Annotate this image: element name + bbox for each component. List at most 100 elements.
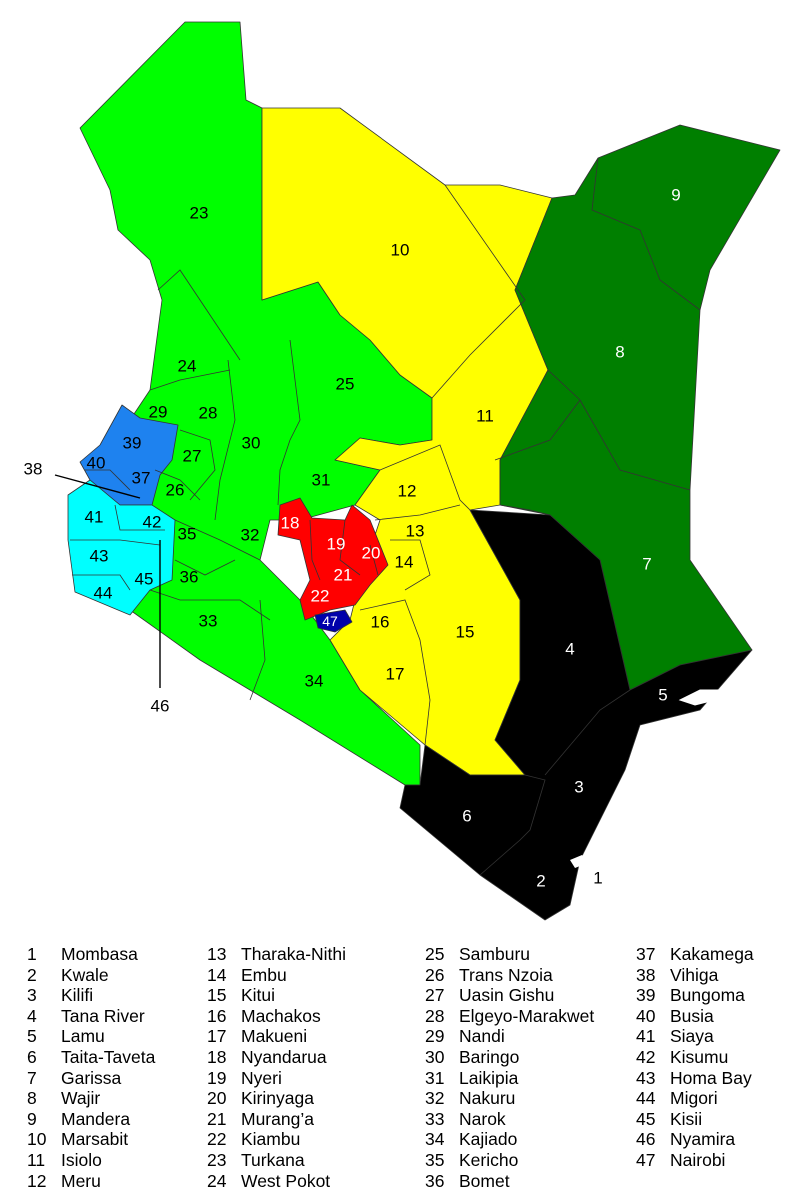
legend-item: 19 Nyeri (207, 1068, 346, 1089)
region-red (277, 497, 389, 621)
label-county-6: 6 (462, 807, 471, 826)
legend-item-number: 17 (207, 1026, 227, 1047)
legend-item-number: 5 (27, 1026, 37, 1047)
label-county-2: 2 (536, 872, 545, 891)
label-county-33: 33 (199, 612, 218, 631)
legend-item-name: Mombasa (61, 944, 138, 964)
legend-item: 23 Turkana (207, 1150, 346, 1171)
legend-item: 17 Makueni (207, 1026, 346, 1047)
region-black (399, 509, 753, 921)
legend-item-number: 37 (636, 944, 656, 964)
label-county-16: 16 (371, 613, 390, 632)
legend-item-number: 36 (425, 1170, 445, 1191)
lamu-inlet-shape (678, 689, 721, 706)
label-county-35: 35 (178, 525, 197, 544)
label-county-42: 42 (143, 513, 162, 532)
label-county-29: 29 (149, 403, 168, 422)
legend-item-name: Meru (61, 1170, 101, 1191)
legend-item-number: 29 (425, 1026, 445, 1047)
legend-item-number: 19 (207, 1067, 227, 1088)
label-county-19: 19 (327, 535, 346, 554)
label-county-3: 3 (574, 778, 583, 797)
legend-item-number: 18 (207, 1046, 227, 1067)
legend-item-name: Tharaka-Nithi (241, 944, 347, 964)
label-county-9: 9 (671, 186, 680, 205)
legend-item: 47 Nairobi (636, 1150, 754, 1171)
label-county-44: 44 (94, 584, 113, 603)
legend-item: 25 Samburu (425, 944, 594, 965)
label-county-27: 27 (183, 447, 202, 466)
legend-item-name: Trans Nzoia (459, 964, 553, 985)
legend-item-name: Kitui (241, 985, 276, 1006)
legend-item: 41 Siaya (636, 1026, 754, 1047)
legend-item-number: 22 (207, 1129, 227, 1150)
legend-item: 11 Isiolo (27, 1150, 155, 1171)
label-county-1: 1 (593, 869, 602, 888)
legend-item-name: Marsabit (61, 1129, 129, 1150)
label-county-14: 14 (395, 553, 414, 572)
legend-item-name: Nakuru (459, 1088, 516, 1109)
label-county-26: 26 (166, 481, 185, 500)
label-county-34: 34 (305, 672, 324, 691)
legend-item-number: 13 (207, 944, 227, 964)
legend-item: 3 Kilifi (27, 985, 155, 1006)
legend-item-number: 43 (636, 1067, 656, 1088)
legend-item: 39 Bungoma (636, 985, 754, 1006)
legend-item-name: Tana River (61, 1005, 145, 1026)
legend-item-name: Isiolo (61, 1149, 102, 1170)
label-county-10: 10 (391, 241, 410, 260)
legend-item: 32 Nakuru (425, 1088, 594, 1109)
legend-item: 40 Busia (636, 1006, 754, 1027)
legend-item-number: 42 (636, 1046, 656, 1067)
legend-item: 36 Bomet (425, 1171, 594, 1192)
label-county-32: 32 (241, 526, 260, 545)
county-borders (70, 157, 701, 876)
legend-item: 16 Machakos (207, 1006, 346, 1027)
county-number-labels: 23 10 9 8 24 25 11 29 28 30 39 27 40 38 … (24, 186, 681, 891)
legend-item-number: 46 (636, 1129, 656, 1150)
legend-item-number: 4 (27, 1005, 37, 1026)
legend-item: 30 Baringo (425, 1047, 594, 1068)
legend-item: 33 Narok (425, 1109, 594, 1130)
label-county-25: 25 (336, 375, 355, 394)
legend-column-4: 37 Kakamega 38 Vihiga 39 Bungoma 40 Busia 41 Siay… (636, 944, 754, 1171)
legend-item-name: Nyamira (670, 1129, 736, 1150)
legend-item: 2 Kwale (27, 965, 155, 986)
legend-item-name: Bomet (459, 1170, 510, 1191)
legend-item-number: 2 (27, 964, 37, 985)
legend-item: 45 Kisii (636, 1109, 754, 1130)
legend-item: 7 Garissa (27, 1068, 155, 1089)
legend-item: 37 Kakamega (636, 944, 754, 965)
legend-item-number: 16 (207, 1005, 227, 1026)
legend-item-name: Kiambu (241, 1129, 301, 1150)
legend-item-number: 6 (27, 1046, 37, 1067)
legend-item: 20 Kirinyaga (207, 1088, 346, 1109)
label-county-28: 28 (199, 404, 218, 423)
legend-item-number: 30 (425, 1046, 445, 1067)
label-county-7: 7 (642, 555, 651, 574)
legend-item: 43 Homa Bay (636, 1068, 754, 1089)
label-county-12: 12 (398, 482, 417, 501)
legend-item-name: Siaya (670, 1026, 714, 1047)
legend-item-number: 28 (425, 1005, 445, 1026)
label-county-37: 37 (132, 469, 151, 488)
legend-item-name: Nairobi (670, 1149, 726, 1170)
label-county-21: 21 (334, 566, 353, 585)
legend-item-number: 47 (636, 1149, 656, 1170)
label-county-11: 11 (476, 407, 494, 426)
legend-item: 18 Nyandarua (207, 1047, 346, 1068)
legend-item-name: Homa Bay (670, 1067, 752, 1088)
legend-item: 13 Tharaka-Nithi (207, 944, 346, 965)
mombasa-inlet-shape (570, 855, 590, 868)
label-county-15: 15 (456, 623, 475, 642)
legend-item: 10 Marsabit (27, 1129, 155, 1150)
legend-item-number: 35 (425, 1149, 445, 1170)
legend-item-number: 26 (425, 964, 445, 985)
legend-item-name: Nyandarua (241, 1046, 327, 1067)
legend-item-number: 44 (636, 1088, 656, 1109)
legend-item-name: Migori (670, 1088, 718, 1109)
legend-item: 35 Kericho (425, 1150, 594, 1171)
legend-item-name: West Pokot (241, 1170, 331, 1191)
legend-item-name: Uasin Gishu (459, 985, 555, 1006)
legend-item-number: 12 (27, 1170, 47, 1191)
